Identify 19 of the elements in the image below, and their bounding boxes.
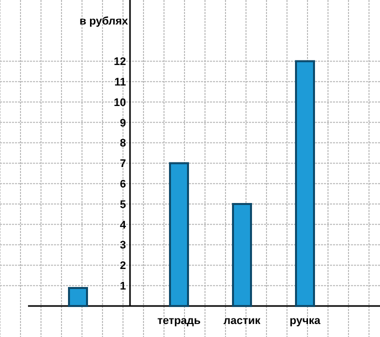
y-tick-label: 3 [120, 240, 126, 252]
y-tick-label: 7 [120, 158, 126, 170]
y-tick-label: 6 [120, 178, 126, 190]
x-tick-label: ластик [224, 315, 261, 327]
bar [295, 60, 315, 307]
y-tick-label: 8 [120, 138, 126, 150]
y-tick-label: 2 [120, 260, 126, 272]
y-tick-label: 12 [114, 56, 126, 68]
y-tick-label: 9 [120, 117, 126, 130]
y-tick-label: 11 [114, 76, 126, 88]
bar [169, 162, 189, 307]
bar [232, 203, 252, 307]
x-tick-label: ручка [290, 315, 322, 327]
y-tick-label: 4 [120, 219, 127, 232]
y-tick-label: 10 [114, 96, 126, 109]
y-axis-title: в рублях [79, 15, 129, 28]
x-tick-label: тетрадь [157, 315, 201, 327]
y-tick-label: 1 [120, 280, 126, 292]
y-tick-label: 5 [120, 198, 126, 211]
